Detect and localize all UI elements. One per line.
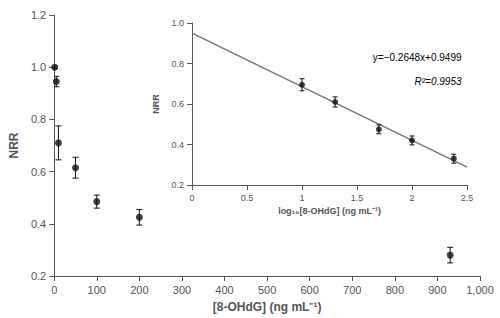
svg-text:0: 0: [51, 284, 57, 296]
svg-text:1.5: 1.5: [351, 193, 364, 203]
svg-text:0.6: 0.6: [171, 99, 184, 109]
svg-text:1.0: 1.0: [31, 61, 46, 73]
svg-text:0.2: 0.2: [171, 180, 184, 190]
svg-text:0.4: 0.4: [31, 218, 46, 230]
svg-text:[8-OHdG] (ng mL⁻¹): [8-OHdG] (ng mL⁻¹): [213, 300, 322, 314]
svg-text:R²=0.9953: R²=0.9953: [415, 76, 462, 87]
svg-text:0.2: 0.2: [31, 270, 46, 282]
svg-text:NRR: NRR: [7, 132, 21, 158]
svg-text:NRR: NRR: [151, 94, 161, 114]
svg-text:2.5: 2.5: [461, 193, 474, 203]
svg-text:500: 500: [258, 284, 276, 296]
svg-text:1.0: 1.0: [171, 18, 184, 28]
svg-text:y=−0.2648x+0.9499: y=−0.2648x+0.9499: [373, 52, 462, 63]
svg-text:400: 400: [215, 284, 233, 296]
svg-text:900: 900: [428, 284, 446, 296]
svg-text:300: 300: [173, 284, 191, 296]
svg-text:0: 0: [189, 193, 194, 203]
svg-text:100: 100: [88, 284, 106, 296]
svg-text:0.8: 0.8: [171, 59, 184, 69]
svg-text:1.2: 1.2: [31, 9, 46, 21]
svg-text:1,000: 1,000: [466, 284, 494, 296]
svg-text:2: 2: [409, 193, 414, 203]
svg-text:1: 1: [299, 193, 304, 203]
svg-text:800: 800: [386, 284, 404, 296]
svg-text:200: 200: [130, 284, 148, 296]
svg-text:700: 700: [343, 284, 361, 296]
svg-text:0.5: 0.5: [241, 193, 254, 203]
svg-text:log₁₀[8-OHdG] (ng mL⁻¹): log₁₀[8-OHdG] (ng mL⁻¹): [278, 206, 381, 216]
svg-text:0.6: 0.6: [31, 166, 46, 178]
svg-text:0.8: 0.8: [31, 113, 46, 125]
svg-text:600: 600: [300, 284, 318, 296]
svg-text:0.4: 0.4: [171, 140, 184, 150]
